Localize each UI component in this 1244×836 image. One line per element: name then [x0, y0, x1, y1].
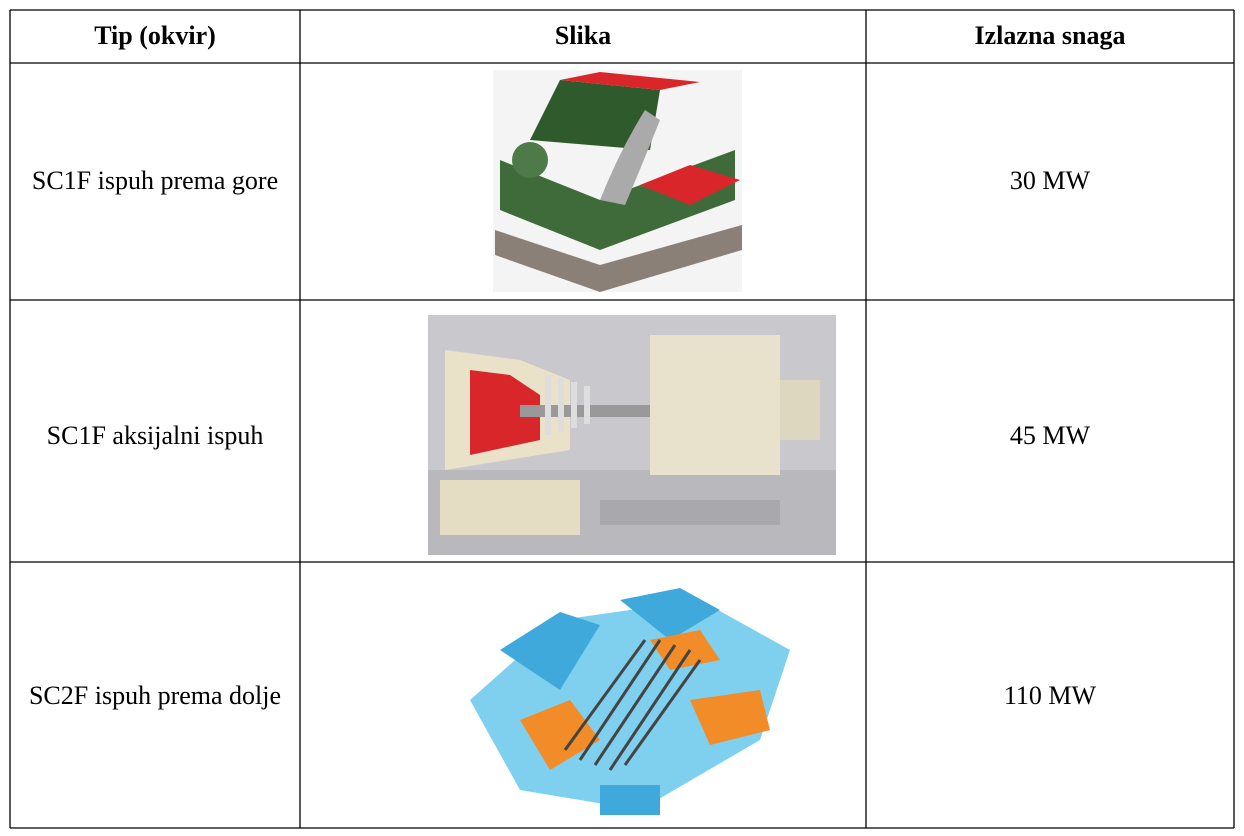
turbine-image-1 [493, 70, 742, 292]
type-cell: SC1F aksijalni ispuh [47, 421, 264, 450]
type-cell: SC1F ispuh prema gore [32, 166, 278, 195]
header-cell: Slika [555, 21, 611, 50]
power-cell: 45 MW [1010, 421, 1091, 450]
table-borders [9, 9, 1235, 829]
turbine-image-2 [428, 315, 836, 555]
power-cell: 30 MW [1010, 166, 1091, 195]
turbine-image-3 [470, 588, 790, 815]
power-cell: 110 MW [1004, 681, 1097, 710]
header-cell: Tip (okvir) [94, 21, 216, 50]
type-cell: SC2F ispuh prema dolje [29, 681, 281, 710]
header-cell: Izlazna snaga [975, 21, 1126, 50]
